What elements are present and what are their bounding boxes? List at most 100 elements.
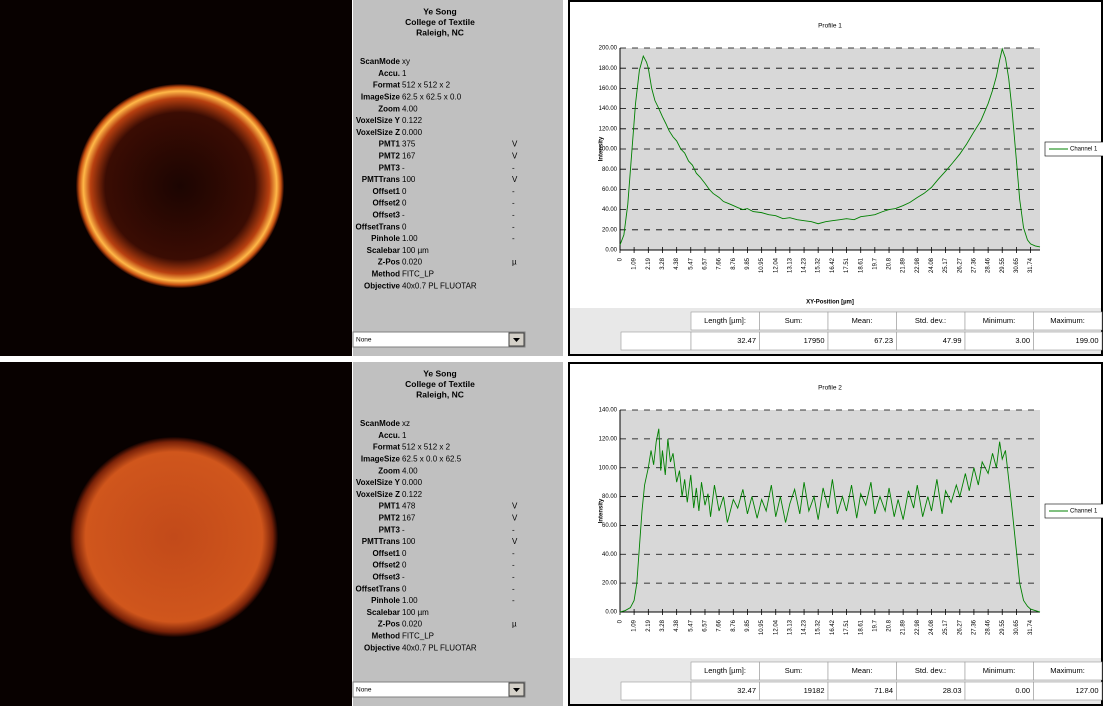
y-tick-label: 20.00 <box>602 581 618 587</box>
stats-header: Mean: <box>852 666 873 675</box>
stats-value: 17950 <box>804 336 825 345</box>
y-tick-label: 200.00 <box>599 46 618 52</box>
info-unit: V <box>512 502 518 511</box>
stats-value: 67.23 <box>874 336 893 345</box>
stats-header: Minimum: <box>983 666 1016 675</box>
y-tick-label: 40.00 <box>602 552 618 558</box>
x-tick-label: 12.04 <box>773 257 779 273</box>
info-value: 0 <box>402 584 407 593</box>
x-axis-label: XY-Position [µm] <box>806 300 854 306</box>
info-value: 0.122 <box>402 116 423 125</box>
y-tick-label: 180.00 <box>599 66 618 72</box>
x-tick-label: 17.51 <box>844 619 850 635</box>
info-value: FITC_LP <box>402 270 434 279</box>
x-tick-label: 9.85 <box>745 257 751 269</box>
info-unit: - <box>512 561 515 570</box>
info-key: ImageSize <box>361 455 401 464</box>
info-value: 512 x 512 x 2 <box>402 81 451 90</box>
x-tick-label: 25.17 <box>943 257 949 273</box>
info-unit: V <box>512 175 518 184</box>
info-value: 0.000 <box>402 128 423 137</box>
info-key: Zoom <box>378 466 400 475</box>
dropdown[interactable] <box>352 331 526 348</box>
x-tick-label: 22.98 <box>915 257 921 273</box>
data-line <box>619 47 1041 248</box>
stats-value: 32.47 <box>737 336 756 345</box>
info-value: 167 <box>402 514 416 523</box>
info-key: Offset2 <box>372 199 400 208</box>
x-tick-label: 19.7 <box>872 619 878 631</box>
x-tick-label: 28.46 <box>986 257 992 273</box>
info-unit: - <box>512 222 515 231</box>
info-key: ImageSize <box>361 93 401 102</box>
x-tick-label: 24.08 <box>929 257 935 273</box>
info-value: FITC_LP <box>402 632 434 641</box>
info-value: 100 µm <box>402 608 429 617</box>
info-value: 100 <box>402 537 416 546</box>
info-value: 100 <box>402 175 416 184</box>
legend-box <box>1044 503 1103 519</box>
x-tick-label: 4.38 <box>674 619 680 631</box>
dropdown-arrow <box>513 338 520 342</box>
info-key: Accu. <box>378 69 400 78</box>
info-key: Objective <box>364 643 401 652</box>
stats-cell <box>1033 681 1103 701</box>
stats-value: 199.00 <box>1076 336 1099 345</box>
stats-value: 28.03 <box>943 686 962 695</box>
info-key: Method <box>372 270 401 279</box>
info-key: Offset3 <box>372 573 400 582</box>
x-tick-label: 6.57 <box>703 619 709 631</box>
stats-header: Std. dev.: <box>915 666 946 675</box>
plot-area <box>620 410 1040 612</box>
info-value: 1.00 <box>402 596 418 605</box>
info-key: ScanMode <box>360 419 401 428</box>
info-value: - <box>402 211 405 220</box>
info-key: Format <box>373 443 400 452</box>
x-tick-label: 21.89 <box>901 619 907 635</box>
info-value: 0.020 <box>402 258 423 267</box>
x-tick-label: 28.46 <box>986 619 992 635</box>
info-value: 167 <box>402 152 416 161</box>
y-axis-label: Intensity <box>599 498 605 523</box>
info-key: PMTTrans <box>362 175 401 184</box>
info-key: Objective <box>364 281 401 290</box>
info-key: Format <box>373 81 400 90</box>
stats-value: 47.99 <box>943 336 962 345</box>
x-tick-label: 16.42 <box>830 619 836 635</box>
info-header: Ye Song <box>423 368 457 378</box>
y-tick-label: 120.00 <box>599 436 618 442</box>
info-panel <box>353 0 563 356</box>
info-value: 0 <box>402 187 407 196</box>
dropdown[interactable] <box>352 681 526 698</box>
y-tick-label: 120.00 <box>599 126 618 132</box>
info-key: Pinhole <box>371 234 400 243</box>
info-value: 375 <box>402 140 416 149</box>
x-tick-label: 19.7 <box>872 257 878 269</box>
info-value: 0 <box>402 549 407 558</box>
info-value: 0.000 <box>402 478 423 487</box>
x-tick-label: 29.55 <box>1000 257 1006 273</box>
info-header: Raleigh, NC <box>416 389 464 399</box>
data-line <box>619 428 1041 613</box>
info-unit: - <box>512 573 515 582</box>
stats-value: 3.00 <box>1015 336 1030 345</box>
x-tick-label: 14.23 <box>802 619 808 635</box>
x-tick-label: 6.57 <box>703 257 709 269</box>
x-tick-label: 4.38 <box>674 257 680 269</box>
legend-box <box>1044 141 1103 157</box>
info-value: - <box>402 573 405 582</box>
info-unit: - <box>512 211 515 220</box>
legend-label: Channel 1 <box>1070 147 1098 153</box>
y-tick-label: 100.00 <box>599 147 618 153</box>
y-tick-label: 60.00 <box>602 187 618 193</box>
x-tick-label: 13.13 <box>787 257 793 273</box>
stats-header-cell <box>1033 311 1103 331</box>
info-unit: - <box>512 234 515 243</box>
divider <box>0 356 1103 362</box>
info-value: 0 <box>402 222 407 231</box>
info-key: VoxelSize Z <box>356 490 400 499</box>
x-tick-label: 18.61 <box>858 619 864 635</box>
stats-header: Sum: <box>785 316 803 325</box>
x-tick-label: 8.76 <box>731 257 737 269</box>
info-header: Ye Song <box>423 6 457 16</box>
